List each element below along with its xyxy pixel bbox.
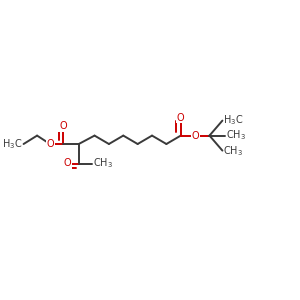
Text: O: O: [63, 158, 71, 169]
Text: O: O: [177, 112, 184, 123]
Text: CH$_3$: CH$_3$: [226, 129, 246, 142]
Text: O: O: [59, 121, 67, 131]
Text: CH$_3$: CH$_3$: [93, 157, 113, 170]
Text: H$_3$C: H$_3$C: [2, 137, 22, 151]
Text: O: O: [191, 130, 199, 141]
Text: O: O: [46, 139, 54, 149]
Text: H$_3$C: H$_3$C: [223, 114, 243, 128]
Text: CH$_3$: CH$_3$: [223, 144, 243, 158]
